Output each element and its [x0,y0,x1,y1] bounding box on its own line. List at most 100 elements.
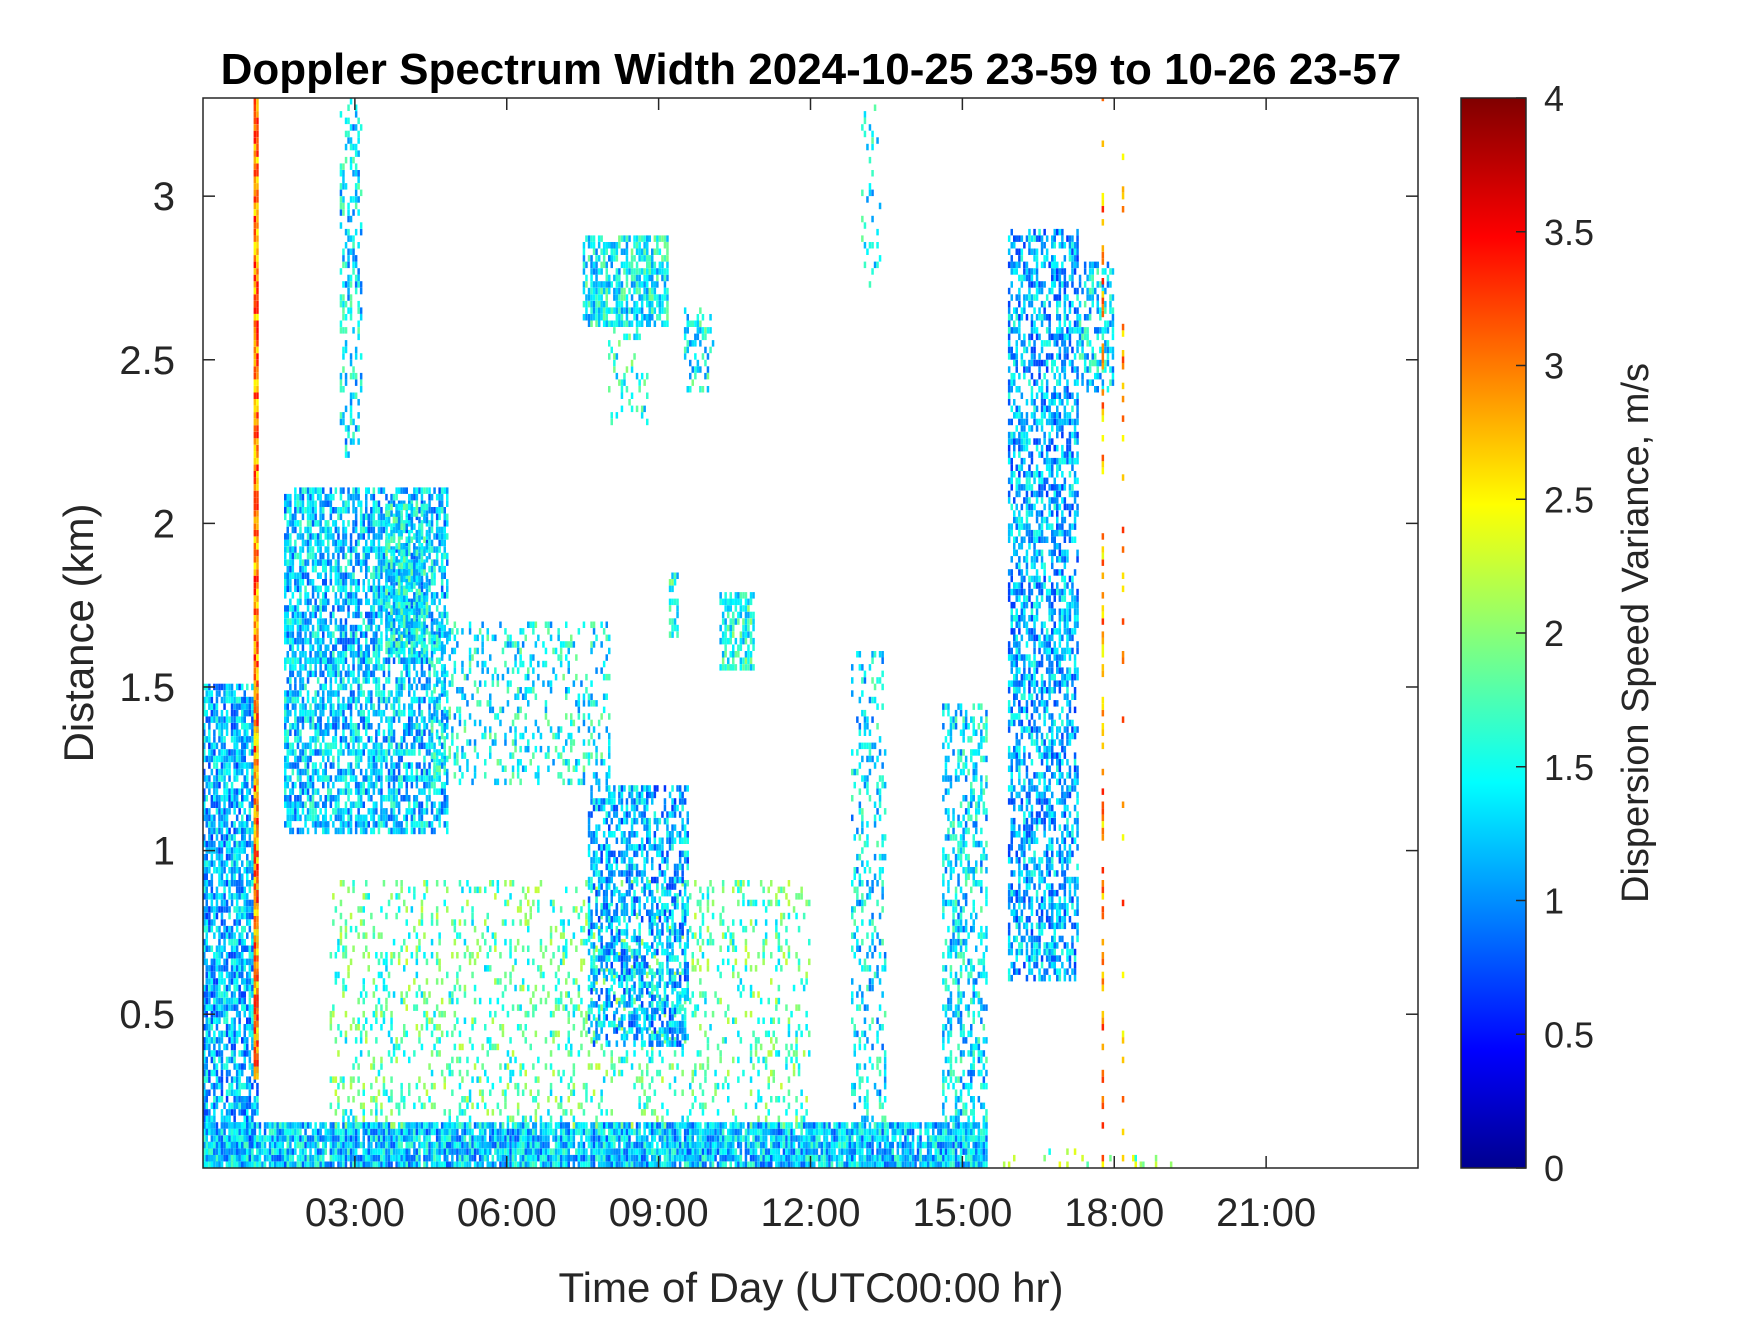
heatmap-cell [820,1122,824,1129]
heatmap-cell [284,500,287,507]
heatmap-cell [213,709,216,717]
heatmap-cell [377,709,381,717]
heatmap-cell [248,827,252,835]
heatmap-cell [823,1148,826,1155]
heatmap-cell [253,562,257,570]
heatmap-cell [210,781,214,789]
heatmap-cell [322,1154,325,1162]
heatmap-cell [929,1141,932,1149]
heatmap-cell [319,1135,322,1142]
heatmap-cell [235,867,239,874]
heatmap-cell [304,755,307,763]
heatmap-cell [215,788,219,795]
heatmap-cell [289,539,292,547]
heatmap-cell [311,1154,315,1162]
heatmap-cell [235,945,239,952]
heatmap-cell [727,1141,730,1149]
heatmap-cell [382,670,386,678]
heatmap-cell [365,670,368,678]
heatmap-cell [567,1154,570,1162]
heatmap-cell [375,677,378,684]
heatmap-cell [243,1063,246,1070]
heatmap-cell [506,1154,510,1162]
heatmap-cell [220,840,224,848]
heatmap-cell [284,559,287,566]
heatmap-cell [256,886,259,894]
heatmap-cell [286,500,289,507]
heatmap-cell [744,1141,748,1149]
heatmap-cell [962,1148,965,1155]
heatmap-cell [347,644,350,651]
heatmap-cell [256,183,259,190]
heatmap-cell [304,781,307,789]
heatmap-cell [456,1122,459,1129]
heatmap-cell [565,1122,568,1129]
heatmap-cell [382,729,386,736]
heatmap-cell [251,703,254,710]
heatmap-cell [359,814,363,822]
heatmap-cell [889,1154,892,1162]
heatmap-cell [223,834,226,841]
heatmap-cell [218,958,221,966]
heatmap-cell [284,1122,287,1129]
heatmap-cell [256,781,259,789]
heatmap-cell [253,683,257,691]
heatmap-cell [306,526,310,534]
heatmap-cell [377,1141,381,1149]
heatmap-cell [929,1154,932,1162]
heatmap-cell [494,1148,497,1155]
heatmap-cell [372,670,376,678]
heatmap-cell [380,513,383,521]
heatmap-cell [225,709,229,717]
heatmap-cell [291,572,295,579]
heatmap-cell [208,1030,211,1038]
heatmap-cell [382,1141,386,1149]
heatmap-cell [390,1128,393,1136]
heatmap-cell [266,1122,269,1129]
heatmap-cell [218,945,221,952]
heatmap-cell [354,788,358,795]
heatmap-cell [246,1024,249,1031]
heatmap-cell [967,1161,970,1168]
heatmap-cell [294,572,297,579]
heatmap-cell [519,1154,522,1162]
heatmap-cell [342,788,345,795]
heatmap-cell [610,1128,613,1136]
heatmap-cell [375,1128,378,1136]
heatmap-cell [284,507,287,514]
heatmap-cell [344,500,348,507]
heatmap-cell [322,565,325,573]
heatmap-cell [504,1128,507,1136]
heatmap-cell [365,729,368,736]
heatmap-cell [372,651,376,658]
heatmap-cell [256,372,259,380]
heatmap-cell [382,552,386,560]
heatmap-cell [241,880,244,887]
heatmap-cell [233,742,236,750]
heatmap-cell [311,493,315,501]
heatmap-cell [316,493,320,501]
heatmap-cell [256,772,259,779]
heatmap-cell [253,497,257,504]
heatmap-cell [359,709,363,717]
heatmap-cell [256,742,259,750]
heatmap-cell [982,1154,986,1162]
heatmap-cell [446,1141,449,1149]
heatmap-cell [597,1154,601,1162]
heatmap-cell [359,827,363,835]
heatmap-cell [223,1043,226,1051]
heatmap-cell [246,840,249,848]
heatmap-cell [663,1141,667,1149]
heatmap-cell [284,716,287,723]
heatmap-cell [235,860,239,867]
heatmap-cell [332,1148,335,1155]
heatmap-cell [367,723,370,730]
heatmap-cell [319,487,322,494]
heatmap-cell [306,742,310,750]
heatmap-cell [357,487,360,494]
heatmap-cell [218,781,221,789]
heatmap-cell [678,1154,682,1162]
heatmap-cell [792,1141,796,1149]
heatmap-cell [572,1154,576,1162]
heatmap-cell [220,814,224,822]
